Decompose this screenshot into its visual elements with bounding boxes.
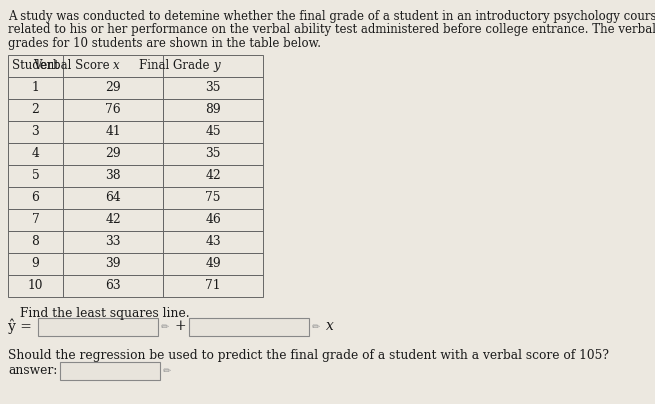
Text: 89: 89 — [205, 103, 221, 116]
Bar — [8, 143, 63, 164]
Text: 4: 4 — [31, 147, 39, 160]
Bar — [163, 187, 263, 208]
Text: 42: 42 — [105, 213, 121, 226]
Bar — [8, 274, 63, 297]
Text: 8: 8 — [31, 235, 39, 248]
Text: 42: 42 — [205, 169, 221, 182]
Text: grades for 10 students are shown in the table below.: grades for 10 students are shown in the … — [8, 37, 321, 50]
Bar — [63, 76, 163, 99]
Bar — [8, 76, 63, 99]
Bar — [63, 274, 163, 297]
Text: 64: 64 — [105, 191, 121, 204]
Bar — [63, 120, 163, 143]
Text: 9: 9 — [31, 257, 39, 270]
Text: answer:: answer: — [8, 364, 58, 377]
Text: +: + — [175, 320, 187, 333]
Text: 43: 43 — [205, 235, 221, 248]
Text: x: x — [113, 59, 120, 72]
Text: 2: 2 — [31, 103, 39, 116]
Bar — [163, 55, 263, 76]
Text: 3: 3 — [31, 125, 39, 138]
Bar — [163, 120, 263, 143]
Text: 35: 35 — [205, 147, 221, 160]
FancyBboxPatch shape — [60, 362, 160, 379]
Text: ŷ =: ŷ = — [8, 319, 32, 334]
Bar — [8, 164, 63, 187]
Bar — [63, 252, 163, 274]
Bar — [63, 55, 163, 76]
Text: 5: 5 — [31, 169, 39, 182]
Text: x: x — [326, 320, 334, 333]
Bar — [163, 143, 263, 164]
Text: 7: 7 — [31, 213, 39, 226]
Text: 46: 46 — [205, 213, 221, 226]
Bar — [163, 76, 263, 99]
Bar — [63, 99, 163, 120]
Bar — [63, 231, 163, 252]
Text: A study was conducted to detemine whether the final grade of a student in an int: A study was conducted to detemine whethe… — [8, 10, 655, 23]
Bar — [8, 208, 63, 231]
FancyBboxPatch shape — [189, 318, 309, 335]
Text: 10: 10 — [28, 279, 43, 292]
Text: 1: 1 — [31, 81, 39, 94]
Bar — [8, 99, 63, 120]
Text: Final Grade: Final Grade — [139, 59, 213, 72]
FancyBboxPatch shape — [38, 318, 158, 335]
Bar — [163, 231, 263, 252]
Bar — [8, 187, 63, 208]
Text: ✏: ✏ — [163, 366, 171, 375]
Bar — [8, 55, 63, 76]
Text: 33: 33 — [105, 235, 121, 248]
Text: 71: 71 — [205, 279, 221, 292]
Text: 75: 75 — [205, 191, 221, 204]
Bar — [63, 208, 163, 231]
Bar — [63, 143, 163, 164]
Text: related to his or her performance on the verbal ability test administered before: related to his or her performance on the… — [8, 23, 655, 36]
Text: Should the regression be used to predict the final grade of a student with a ver: Should the regression be used to predict… — [8, 349, 609, 362]
Text: 63: 63 — [105, 279, 121, 292]
Bar — [163, 252, 263, 274]
Text: 39: 39 — [105, 257, 121, 270]
Bar — [8, 231, 63, 252]
Text: y: y — [213, 59, 219, 72]
Text: 38: 38 — [105, 169, 121, 182]
Bar — [8, 252, 63, 274]
Bar — [8, 120, 63, 143]
Bar — [163, 99, 263, 120]
Text: ✏: ✏ — [312, 322, 320, 332]
Bar — [163, 208, 263, 231]
Bar — [163, 274, 263, 297]
Text: 29: 29 — [105, 81, 121, 94]
Text: 41: 41 — [105, 125, 121, 138]
Text: ✏: ✏ — [161, 322, 169, 332]
Text: 76: 76 — [105, 103, 121, 116]
Text: Verbal Score: Verbal Score — [33, 59, 113, 72]
Bar — [163, 164, 263, 187]
Text: Find the least squares line.: Find the least squares line. — [20, 307, 190, 320]
Bar — [63, 187, 163, 208]
Bar — [63, 164, 163, 187]
Text: 49: 49 — [205, 257, 221, 270]
Text: 35: 35 — [205, 81, 221, 94]
Text: 29: 29 — [105, 147, 121, 160]
Text: 45: 45 — [205, 125, 221, 138]
Text: 6: 6 — [31, 191, 39, 204]
Text: Student: Student — [12, 59, 59, 72]
